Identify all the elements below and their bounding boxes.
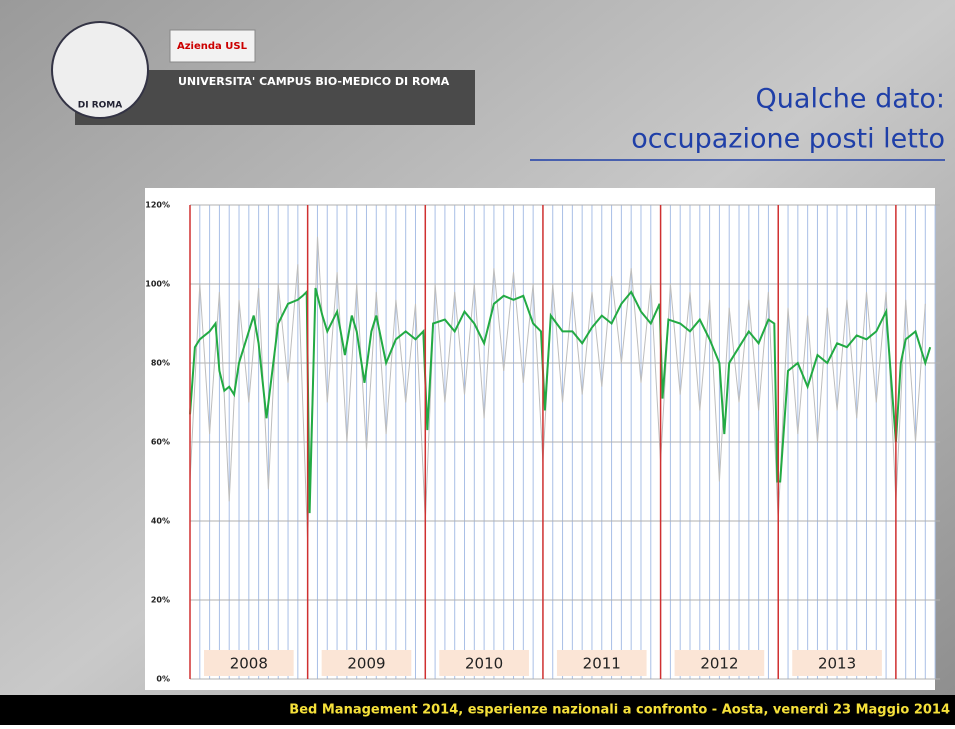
chart-subtitle: occupazione posti letto	[631, 124, 945, 155]
year-label: 2011	[583, 655, 621, 673]
y-tick-label: 0%	[156, 675, 170, 684]
y-tick-label: 20%	[151, 596, 170, 605]
y-tick-label: 80%	[151, 359, 170, 368]
footer-text: Bed Management 2014, esperienze nazional…	[289, 703, 950, 718]
year-label: 2009	[347, 655, 385, 673]
slide: DI ROMA Azienda USL UNIVERSITA' CAMPUS B…	[0, 0, 955, 725]
year-label: 2012	[700, 655, 738, 673]
chart-title: Qualche dato:	[756, 84, 945, 115]
chart-area	[145, 188, 935, 690]
y-tick-label: 40%	[151, 517, 170, 526]
year-label: 2010	[465, 655, 503, 673]
page: DI ROMA Azienda USL UNIVERSITA' CAMPUS B…	[0, 0, 955, 725]
year-label: 2013	[818, 655, 856, 673]
seal-text: DI ROMA	[78, 101, 122, 111]
y-tick-label: 100%	[145, 280, 170, 289]
partner-text: Azienda USL	[177, 41, 248, 52]
institution-name: UNIVERSITA' CAMPUS BIO-MEDICO DI ROMA	[178, 75, 450, 88]
year-label: 2008	[230, 655, 268, 673]
y-tick-label: 60%	[151, 438, 170, 447]
y-tick-label: 120%	[145, 201, 170, 210]
